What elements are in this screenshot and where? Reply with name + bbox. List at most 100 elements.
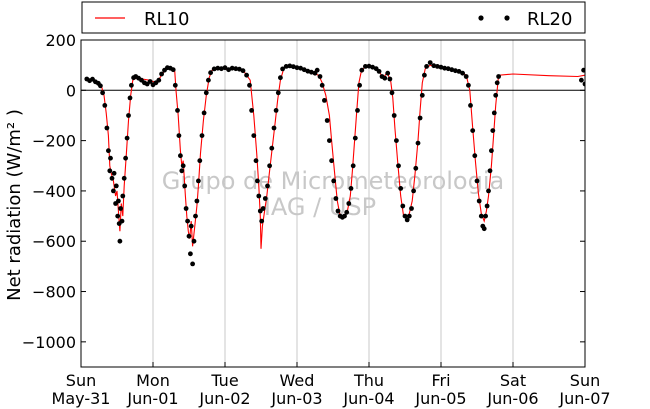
x-tick-label-date: Jun-04 bbox=[342, 389, 394, 408]
rl20-point bbox=[476, 198, 482, 204]
rl20-point bbox=[331, 178, 337, 184]
rl20-point bbox=[431, 63, 437, 69]
rl20-point bbox=[445, 66, 451, 72]
rl20-point bbox=[194, 198, 200, 204]
plot-area-frame bbox=[80, 39, 586, 368]
rl20-point bbox=[409, 206, 414, 211]
rl20-point bbox=[363, 64, 368, 69]
y-tick-label: 0 bbox=[66, 81, 76, 100]
rl20-point bbox=[385, 70, 391, 76]
rl20-point bbox=[301, 67, 307, 73]
rl20-point bbox=[185, 218, 191, 224]
x-tick-label-date: Jun-05 bbox=[414, 389, 466, 408]
rl20-point bbox=[486, 188, 491, 194]
rl20-point bbox=[481, 226, 487, 232]
rl20-point bbox=[260, 206, 266, 211]
rl20-point bbox=[322, 98, 327, 103]
rl20-point bbox=[253, 158, 259, 164]
x-tick-label-date: Jun-03 bbox=[270, 389, 322, 408]
rl20-point bbox=[319, 82, 325, 88]
rl20-point bbox=[111, 170, 117, 176]
series-rl10-line bbox=[88, 64, 585, 249]
rl20-point bbox=[170, 67, 176, 73]
rl20-point bbox=[188, 251, 193, 257]
rl20-point bbox=[283, 64, 289, 69]
rl20-point bbox=[402, 213, 408, 219]
rl20-point bbox=[309, 69, 314, 75]
rl20-point bbox=[191, 238, 197, 244]
rl20-point bbox=[483, 213, 488, 219]
rl20-point bbox=[278, 75, 283, 81]
rl20-point bbox=[579, 77, 584, 83]
rl20-point bbox=[104, 125, 110, 131]
rl20-point bbox=[159, 71, 165, 77]
rl20-point bbox=[188, 223, 194, 229]
rl20-point bbox=[108, 155, 113, 161]
rl20-point bbox=[182, 183, 188, 189]
x-tick-label-date: Jun-07 bbox=[558, 389, 610, 408]
rl20-point bbox=[183, 206, 189, 211]
rl20-point bbox=[206, 77, 211, 83]
rl20-point bbox=[193, 213, 198, 219]
x-tick-label-day: Mon bbox=[136, 371, 170, 390]
rl20-point bbox=[496, 74, 501, 79]
rl20-point bbox=[109, 175, 115, 181]
rl20-point bbox=[413, 165, 419, 171]
rl20-point bbox=[156, 77, 162, 83]
x-tick-label-date: Jun-01 bbox=[126, 389, 178, 408]
rl20-point bbox=[329, 158, 334, 164]
rl20-point bbox=[327, 138, 332, 144]
rl20-point bbox=[176, 133, 182, 139]
rl20-point bbox=[394, 138, 399, 144]
rl20-point bbox=[491, 110, 497, 116]
rl20-point bbox=[117, 238, 123, 244]
y-tick-label: −200 bbox=[32, 132, 76, 151]
rl20-point bbox=[348, 186, 354, 191]
rl20-point bbox=[442, 65, 447, 71]
rl20-point bbox=[493, 92, 499, 98]
rl20-point bbox=[201, 110, 207, 116]
rl20-point bbox=[376, 69, 382, 74]
x-tick-label-day: Sun bbox=[66, 371, 96, 390]
rl20-point bbox=[287, 63, 293, 69]
rl20-point bbox=[460, 70, 465, 76]
rl20-point bbox=[382, 75, 388, 81]
rl20-point bbox=[355, 108, 360, 113]
rl20-point bbox=[98, 83, 103, 89]
rl20-point bbox=[352, 135, 358, 141]
rl20-point bbox=[366, 63, 372, 69]
rl20-point bbox=[317, 74, 323, 79]
rl20-point bbox=[463, 74, 469, 79]
rl20-point bbox=[484, 203, 490, 209]
rl20-point bbox=[118, 206, 123, 211]
rl20-point bbox=[359, 67, 365, 73]
rl20-point bbox=[240, 68, 246, 74]
rl20-point bbox=[197, 158, 203, 164]
rl20-point bbox=[456, 69, 462, 74]
rl20-point bbox=[237, 66, 242, 72]
x-tick-label-day: Sat bbox=[500, 371, 526, 390]
rl20-point bbox=[190, 261, 196, 267]
rl20-point bbox=[247, 82, 252, 88]
rl20-point bbox=[435, 64, 440, 69]
rl20-point bbox=[419, 92, 425, 98]
x-tick-label-day: Fri bbox=[431, 371, 450, 390]
rl20-point bbox=[411, 188, 416, 194]
rl20-point bbox=[249, 108, 255, 113]
rl20-point bbox=[147, 79, 153, 84]
rl20-point bbox=[106, 148, 111, 154]
rl20-point bbox=[324, 118, 330, 123]
rl20-point bbox=[129, 82, 134, 88]
rl20-point bbox=[417, 115, 423, 121]
rl20-point bbox=[490, 128, 496, 134]
rl20-point bbox=[271, 125, 277, 131]
rl20-point bbox=[344, 209, 350, 215]
rl20-point bbox=[357, 82, 362, 88]
rl20-point bbox=[422, 72, 427, 78]
rl20-point bbox=[256, 193, 262, 199]
plot-series bbox=[84, 60, 585, 267]
rl20-point bbox=[203, 90, 209, 96]
x-tick-label-day: Wed bbox=[280, 371, 315, 390]
legend-rl10-label: RL10 bbox=[144, 9, 189, 30]
legend: RL10 RL20 bbox=[81, 1, 586, 34]
